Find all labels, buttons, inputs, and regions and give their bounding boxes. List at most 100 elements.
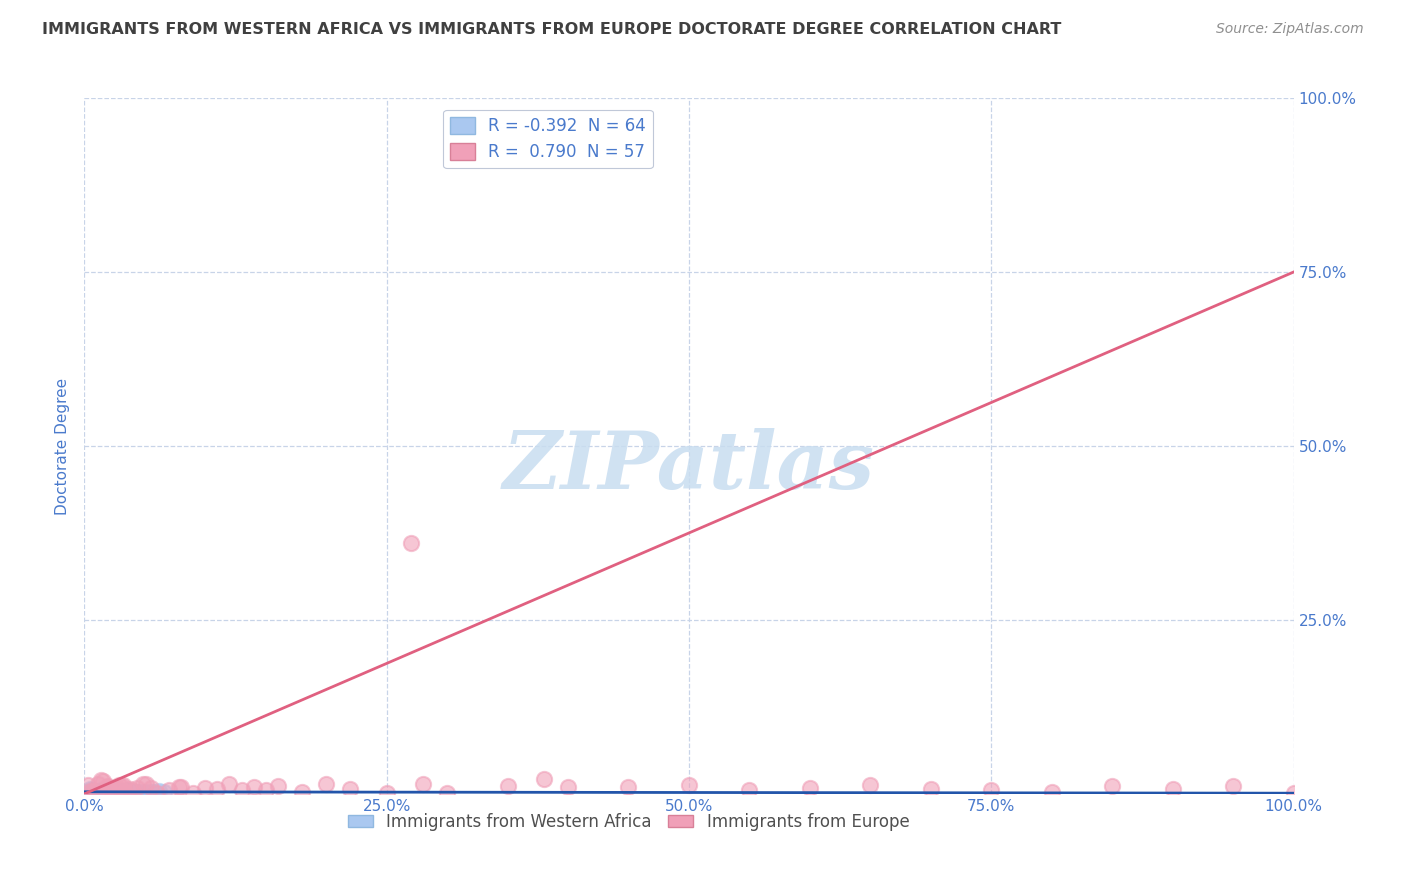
Point [267, 780, 290, 794]
Point [339, 781, 361, 796]
Point [103, 783, 125, 797]
Point [399, 536, 422, 550]
Point [108, 785, 131, 799]
Point [135, 785, 157, 799]
Point [75, 784, 97, 798]
Point [114, 787, 136, 801]
Point [169, 780, 191, 794]
Legend: Immigrants from Western Africa, Immigrants from Europe: Immigrants from Western Africa, Immigran… [342, 806, 915, 838]
Point [87, 786, 110, 800]
Point [79, 782, 101, 797]
Point [557, 780, 579, 794]
Point [97, 784, 120, 798]
Point [157, 783, 180, 797]
Point [170, 780, 193, 794]
Point [84, 784, 107, 798]
Point [75, 786, 97, 800]
Point [135, 777, 157, 791]
Point [105, 785, 128, 799]
Point [207, 781, 229, 796]
Point [132, 777, 155, 791]
Point [859, 778, 882, 792]
Point [738, 782, 761, 797]
Point [82, 786, 104, 800]
Point [141, 786, 163, 800]
Point [115, 783, 138, 797]
Point [980, 783, 1002, 797]
Point [82, 784, 104, 798]
Point [87, 786, 110, 800]
Point [93, 784, 115, 798]
Point [86, 786, 108, 800]
Point [436, 786, 458, 800]
Point [100, 786, 122, 800]
Point [96, 786, 118, 800]
Point [142, 785, 165, 799]
Point [120, 782, 142, 797]
Point [108, 786, 131, 800]
Point [87, 777, 110, 791]
Point [412, 777, 434, 791]
Point [79, 784, 101, 798]
Point [114, 785, 136, 799]
Point [77, 778, 100, 792]
Point [139, 786, 162, 800]
Point [97, 786, 120, 800]
Point [97, 783, 120, 797]
Text: Source: ZipAtlas.com: Source: ZipAtlas.com [1216, 22, 1364, 37]
Point [218, 776, 240, 790]
Point [111, 778, 134, 792]
Point [145, 787, 167, 801]
Point [114, 785, 136, 799]
Point [76, 787, 98, 801]
Point [108, 778, 131, 792]
Point [100, 786, 122, 800]
Point [101, 785, 124, 799]
Point [1161, 781, 1184, 796]
Point [291, 785, 314, 799]
Point [194, 781, 217, 796]
Point [111, 786, 134, 800]
Point [94, 786, 117, 800]
Point [799, 780, 821, 795]
Point [98, 786, 121, 800]
Point [122, 785, 145, 799]
Point [152, 785, 174, 799]
Point [127, 785, 149, 799]
Point [1222, 779, 1244, 793]
Point [496, 779, 519, 793]
Point [141, 785, 163, 799]
Point [90, 783, 112, 797]
Point [139, 780, 162, 795]
Point [94, 785, 117, 799]
Point [89, 786, 111, 800]
Point [110, 784, 132, 798]
Point [91, 773, 114, 788]
Point [75, 786, 97, 800]
Point [112, 787, 135, 801]
Point [122, 784, 145, 798]
Point [91, 785, 114, 799]
Point [87, 785, 110, 799]
Point [103, 783, 125, 797]
Point [77, 787, 100, 801]
Y-axis label: Doctorate Degree: Doctorate Degree [55, 377, 70, 515]
Point [125, 781, 148, 796]
Point [96, 780, 118, 794]
Point [127, 786, 149, 800]
Point [920, 782, 942, 797]
Point [254, 782, 277, 797]
Point [115, 784, 138, 798]
Point [110, 785, 132, 799]
Point [678, 778, 700, 792]
Point [231, 782, 253, 797]
Text: ZIPatlas: ZIPatlas [503, 428, 875, 506]
Point [375, 786, 398, 800]
Point [80, 783, 103, 797]
Point [533, 772, 555, 786]
Point [96, 779, 118, 793]
Text: IMMIGRANTS FROM WESTERN AFRICA VS IMMIGRANTS FROM EUROPE DOCTORATE DEGREE CORREL: IMMIGRANTS FROM WESTERN AFRICA VS IMMIGR… [42, 22, 1062, 37]
Point [1101, 779, 1123, 793]
Point [129, 785, 152, 799]
Point [107, 786, 129, 800]
